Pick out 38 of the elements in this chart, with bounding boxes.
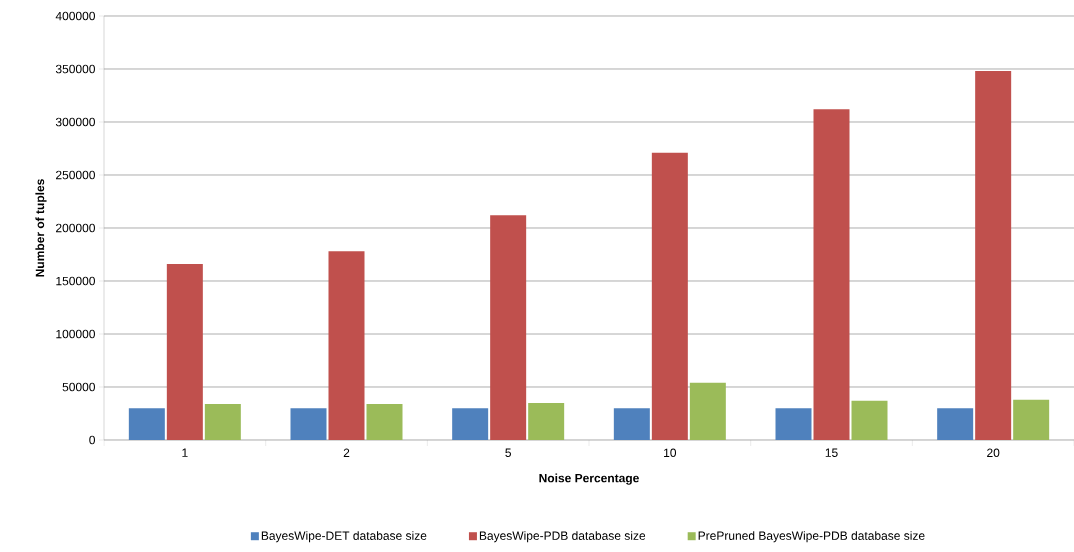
- legend-label: BayesWipe-PDB database size: [479, 531, 646, 543]
- x-tick-label: 20: [987, 448, 1000, 458]
- x-tick-label: 1: [182, 448, 188, 457]
- bar: [689, 382, 726, 440]
- y-tick-label: 300000: [55, 117, 95, 127]
- x-tick-label: 10: [664, 448, 677, 458]
- bar: [290, 408, 327, 440]
- bar: [775, 408, 812, 440]
- y-tick-label: 200000: [56, 223, 95, 233]
- bar: [651, 152, 688, 440]
- bar: [328, 251, 365, 440]
- bar: [937, 408, 974, 440]
- y-tick-label: 250000: [56, 170, 95, 180]
- bar: [528, 402, 565, 440]
- legend-label: BayesWipe-DET database size: [261, 531, 427, 543]
- bar: [813, 109, 850, 440]
- bar: [452, 408, 489, 440]
- y-axis-title: Number of tuples: [35, 179, 47, 277]
- legend-label: PrePruned BayesWipe-PDB database size: [698, 531, 925, 543]
- x-tick-label: 2: [343, 448, 350, 457]
- y-tick-label: 100000: [56, 329, 95, 339]
- bar: [851, 400, 888, 440]
- bar: [613, 408, 650, 440]
- bar: [490, 215, 527, 440]
- y-tick-label: 400000: [55, 11, 95, 21]
- bar: [366, 403, 403, 440]
- x-tick-label: 15: [825, 448, 838, 457]
- bar: [128, 408, 165, 440]
- x-axis-title: Noise Percentage: [539, 473, 639, 485]
- bar: [975, 71, 1012, 440]
- y-tick-label: 150000: [56, 276, 95, 286]
- x-tick-label: 5: [505, 448, 511, 457]
- y-tick-label: 0: [89, 435, 95, 445]
- bar: [166, 264, 203, 440]
- bar: [204, 403, 241, 440]
- y-tick-label: 50000: [62, 382, 95, 392]
- bar: [1013, 399, 1050, 440]
- y-tick-label: 350000: [55, 64, 95, 74]
